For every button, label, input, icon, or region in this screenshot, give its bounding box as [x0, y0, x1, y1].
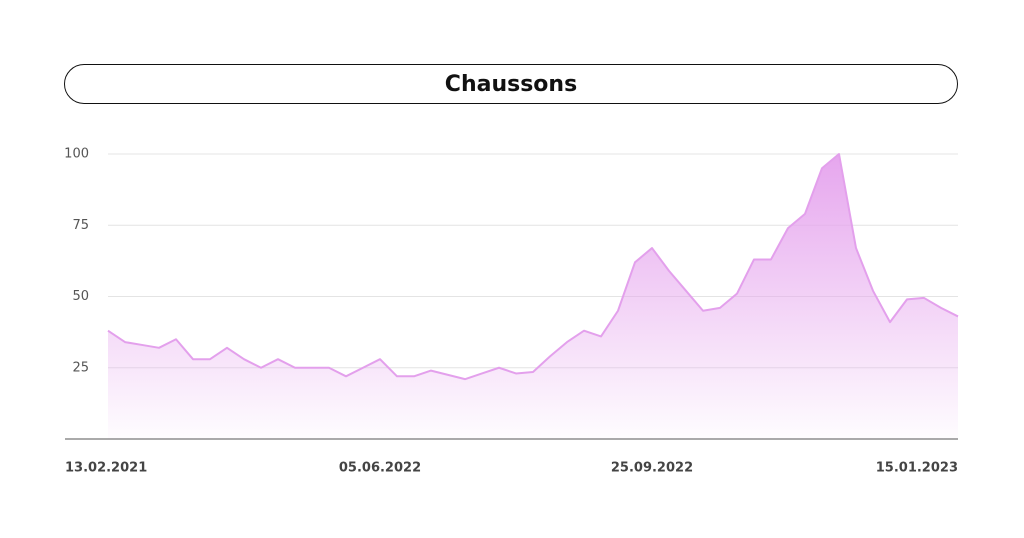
y-tick-label: 100 — [64, 147, 89, 162]
y-tick-label: 50 — [72, 289, 89, 304]
x-tick-label: 25.09.2022 — [611, 461, 693, 476]
x-tick-label: 13.02.2021 — [65, 461, 147, 476]
chart-title: Chaussons — [64, 64, 958, 104]
y-tick-label: 75 — [72, 218, 89, 233]
y-tick-label: 25 — [72, 360, 89, 375]
x-tick-label: 05.06.2022 — [339, 461, 421, 476]
x-tick-label: 15.01.2023 — [876, 461, 958, 476]
area-line — [107, 153, 959, 381]
